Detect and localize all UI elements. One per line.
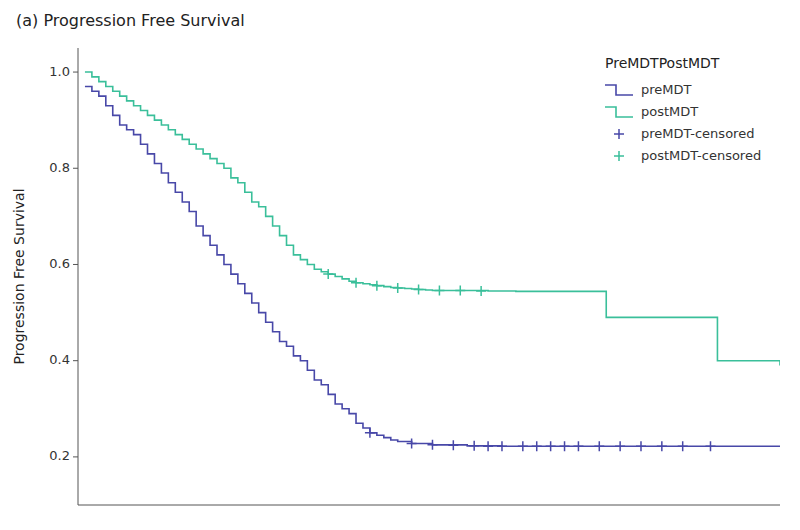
censor-mark [497, 441, 507, 451]
x-axis-line [78, 505, 780, 506]
title: (a) Progression Free Survival [16, 11, 245, 30]
censor-mark [434, 285, 444, 295]
y-tick-label: 0.2 [49, 448, 70, 463]
y-tick-label: 1.0 [49, 64, 70, 79]
censor-mark [560, 441, 570, 451]
legend-swatch [614, 129, 624, 139]
axes: 0.2 0.4 0.6 0.8 1.0 [49, 48, 780, 505]
censor-mark [532, 441, 542, 451]
legend-label: preMDT [641, 82, 692, 97]
censor-mark [393, 283, 403, 293]
y-tick [73, 360, 78, 361]
y-tick [73, 72, 78, 73]
chart: (a) Progression Free Survival Progression… [0, 0, 800, 530]
censor-mark [657, 441, 667, 451]
censor-mark [573, 441, 583, 451]
censor-mark [407, 438, 417, 448]
censor-mark [351, 278, 361, 288]
censor-mark [455, 285, 465, 295]
censor-mark [323, 269, 333, 279]
censor-mark [678, 441, 688, 451]
legend-swatch [614, 151, 624, 161]
y-axis-line [78, 48, 79, 505]
y-tick [73, 168, 78, 169]
censor-mark [476, 286, 486, 296]
censor-mark [518, 441, 528, 451]
y-tick [73, 264, 78, 265]
censor-mark [414, 284, 424, 294]
legend-label: postMDT [641, 104, 698, 119]
censor-mark [448, 440, 458, 450]
legend-swatch [605, 85, 633, 95]
legend-title: PreMDTPostMDT [605, 55, 720, 71]
censor-mark [427, 440, 437, 450]
legend: PreMDTPostMDT preMDT postMDT preMDT-censore… [605, 55, 761, 163]
legend-swatch [605, 107, 633, 117]
legend-label: postMDT-censored [641, 148, 761, 163]
censor-mark [365, 428, 375, 438]
censor-mark [469, 441, 479, 451]
y-tick-label: 0.4 [49, 352, 70, 367]
censor-mark [372, 281, 382, 291]
censor-mark [594, 441, 604, 451]
y-tick [73, 456, 78, 457]
censor-mark [483, 441, 493, 451]
censor-mark [705, 441, 715, 451]
y-tick-label: 0.8 [49, 160, 70, 175]
y-axis-label: Progression Free Survival [11, 188, 27, 364]
survival-curve [85, 72, 780, 365]
plot-area [85, 72, 780, 451]
censor-mark [615, 441, 625, 451]
legend-label: preMDT-censored [641, 126, 754, 141]
y-tick-label: 0.6 [49, 256, 70, 271]
censor-mark [636, 441, 646, 451]
censor-mark [546, 441, 556, 451]
